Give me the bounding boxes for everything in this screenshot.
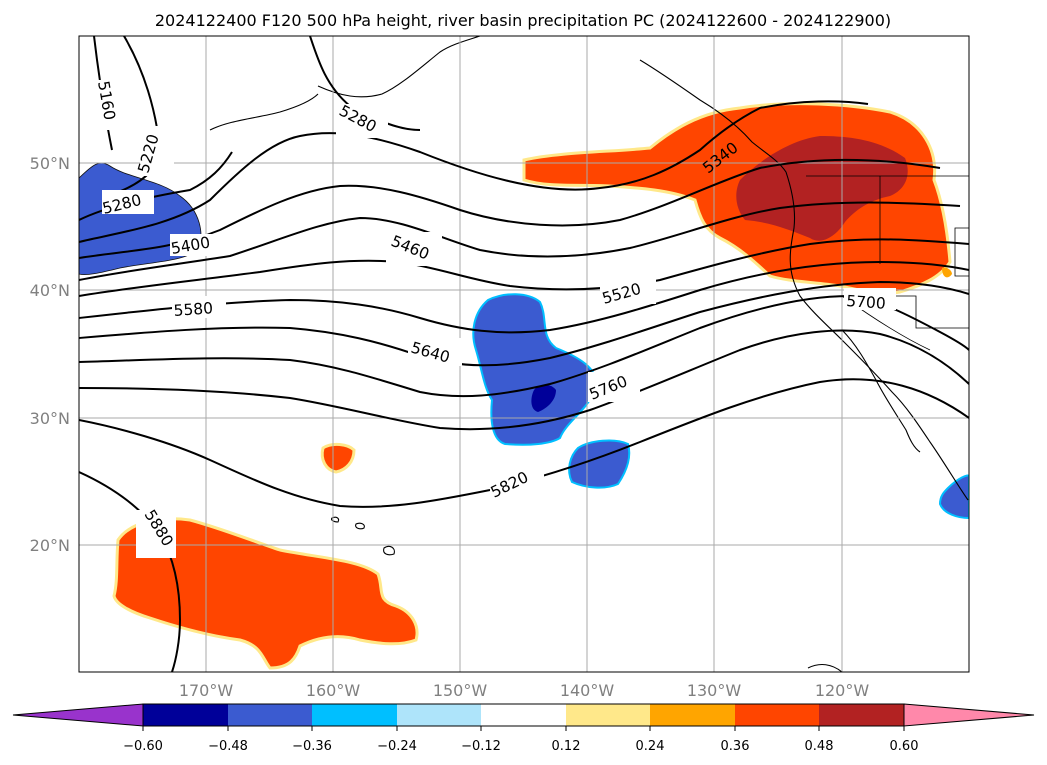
neg-region-core [531,384,556,412]
clabel-bg-5880 [136,510,176,558]
map-panel: 5160 5220 5280 5280 5400 5460 5520 5580 … [79,36,969,672]
map-frame [78,35,970,673]
bc-coast [639,59,969,501]
contour-label-5700: 5700 [846,292,887,313]
mexico-coast-south [807,663,843,672]
gridlines [79,36,969,672]
cbar-label-4: −0.24 [377,739,417,754]
colorbar-segment-9 [819,704,904,726]
cbar-label-5: −0.12 [461,739,501,754]
pos-region-small [320,442,356,474]
state-border-5 [954,227,969,277]
cbar-label-10: 0.60 [890,739,919,754]
clabel-bg-5220 [140,126,174,176]
lon-label-150w: 150°W [433,681,488,700]
positive-precip-regions [112,102,952,670]
clabel-bg-5520 [600,278,656,304]
aleutian-chain [209,93,319,131]
cbar-label-7: 0.24 [636,739,665,754]
pos-region-ca-coast [942,267,952,278]
colorbar-ticks [142,726,905,731]
clabel-bg-5700 [844,288,896,310]
cbar-label-9: 0.48 [805,739,834,754]
contour-5340 [79,100,869,243]
coastlines [209,36,969,672]
contour-5880 [79,471,182,672]
contour-5640 [79,280,969,367]
cbar-label-6: 0.12 [552,739,581,754]
hawaii-island-2 [355,522,365,530]
clabel-bg-5760 [588,372,640,402]
clabel-bg-5160 [90,80,124,130]
clabel-bg-5460 [386,232,442,266]
lat-label-20n: 20°N [30,536,70,555]
clabel-bg-5280b [336,104,388,138]
contour-5580 [79,260,969,334]
colorbar-segment-1 [143,704,228,726]
clabel-bg-5820 [490,466,544,498]
clabel-bg-5280a [102,190,154,214]
colorbar-segment-2 [228,704,312,726]
hawaii-island-1 [383,545,395,556]
map-title: 2024122400 F120 500 hPa height, river ba… [155,11,891,30]
clabel-bg-5640 [408,338,462,366]
contour-5460 [79,201,961,281]
neg-region-mexico [938,474,969,520]
colorbar-segment-3 [312,704,397,726]
baja-coast [841,329,921,453]
cbar-label-8: 0.36 [721,739,750,754]
lon-label-170w: 170°W [179,681,234,700]
lat-labels: 50°N 40°N 30°N 20°N [30,154,70,555]
colorbar: −0.60 −0.48 −0.36 −0.24 −0.12 0.12 0.24 … [12,703,1035,754]
contour-5400 [79,158,941,259]
cbar-label-1: −0.60 [123,739,163,754]
colorbar-frame [142,703,905,727]
clabel-bg-5400 [170,234,224,256]
hawaii-island-3 [330,516,340,523]
colorbar-segment-6 [566,704,650,726]
colorbar-extend-high [903,703,1035,727]
alaska-coast [317,36,481,98]
lat-label-40n: 40°N [30,281,70,300]
contour-5520 [79,238,969,297]
lon-labels: 170°W 160°W 150°W 140°W 130°W 120°W [179,681,870,700]
lat-label-30n: 30°N [30,409,70,428]
lon-label-120w: 120°W [815,681,870,700]
colorbar-extend-low [12,703,144,727]
colorbar-segment-5 [481,704,566,726]
colorbar-segment-8 [735,704,819,726]
contour-label-5580: 5580 [173,299,214,320]
lat-label-50n: 50°N [30,154,70,173]
cbar-label-3: −0.36 [292,739,332,754]
lon-label-130w: 130°W [687,681,742,700]
lon-label-160w: 160°W [306,681,361,700]
cbar-label-2: −0.48 [208,739,248,754]
colorbar-segment-4 [397,704,481,726]
contour-5760 [79,329,969,431]
lon-label-140w: 140°W [560,681,615,700]
clabel-bg-5580 [172,296,226,318]
pos-region-pnw-core [736,136,908,241]
colorbar-segment-7 [650,704,735,726]
